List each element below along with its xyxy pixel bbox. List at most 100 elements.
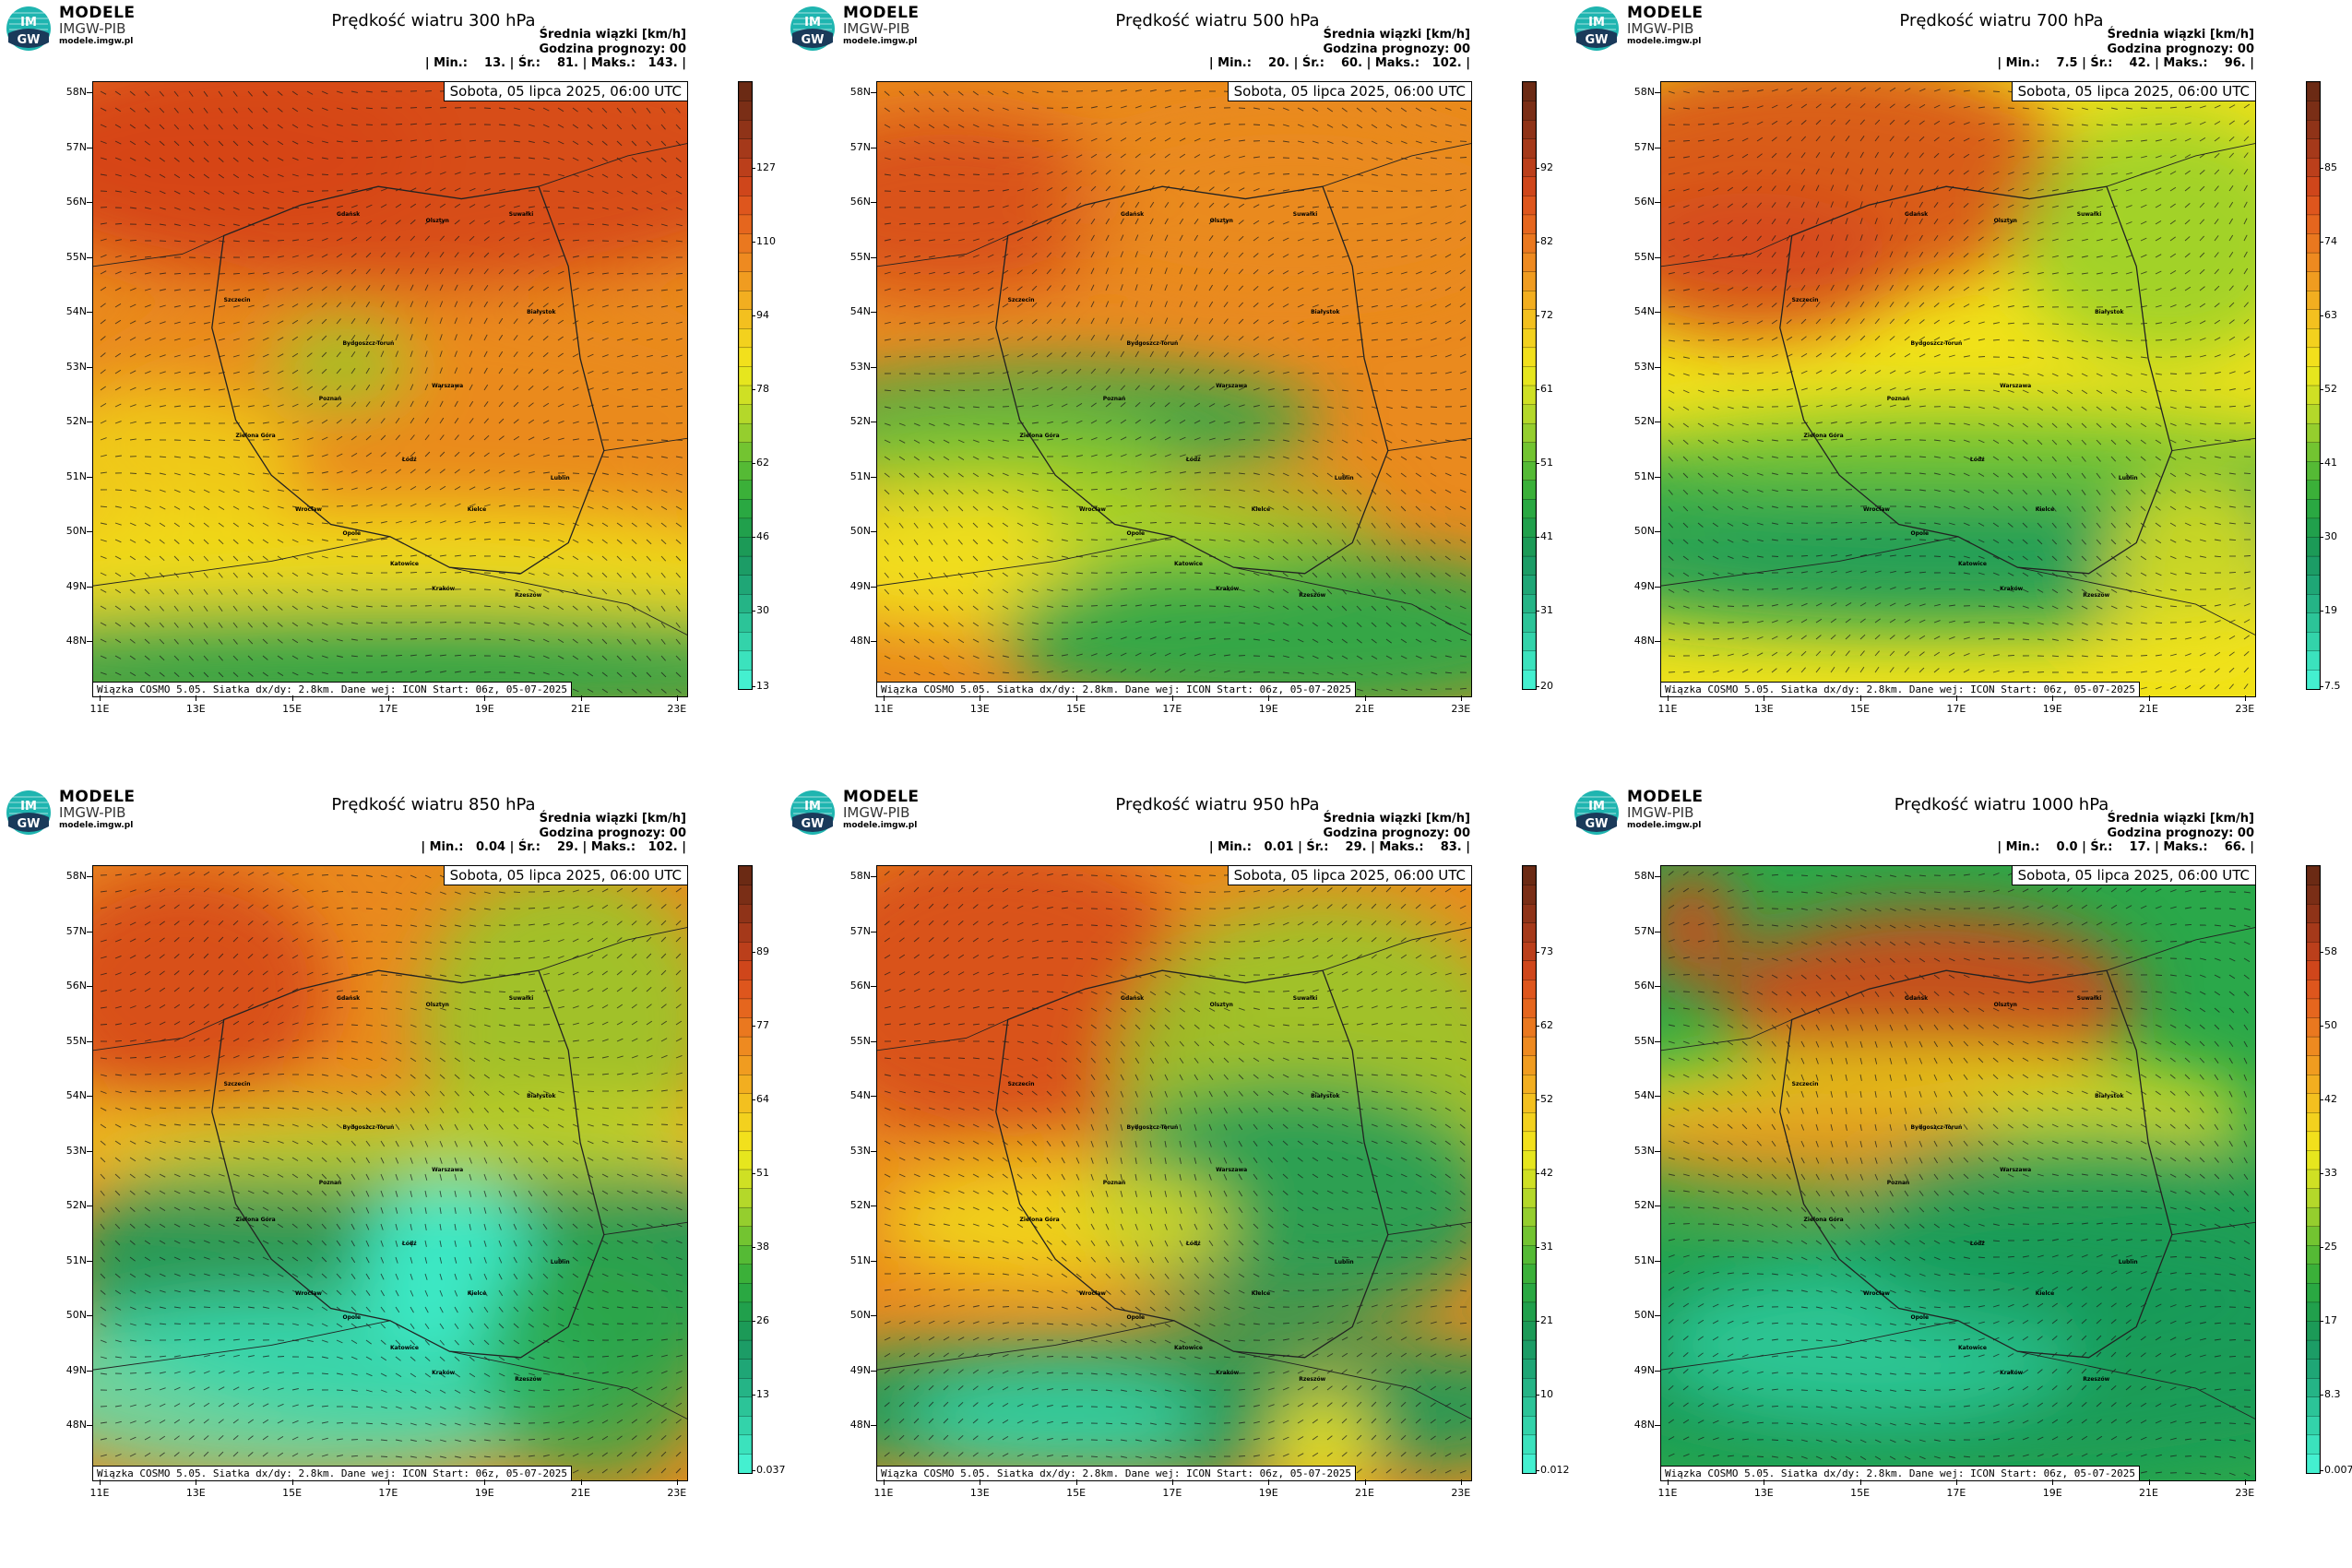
logo-text: MODELE IMGW-PIB modele.imgw.pl bbox=[843, 6, 920, 46]
colorbar-tick bbox=[1536, 389, 1539, 390]
poland-border bbox=[995, 185, 1389, 575]
forecast-panel: IM GW MODELE IMGW-PIB modele.imgw.pl Prędkość… bbox=[0, 0, 784, 784]
latitude-label: 55N bbox=[65, 1034, 87, 1047]
city-label: Poznań bbox=[1886, 1179, 1910, 1186]
wind-speed-map: Gdańsk Olsztyn Suwałki Białystok Szczecin Byd… bbox=[1660, 865, 2256, 1481]
latitude-tick bbox=[1655, 92, 1660, 93]
city-label: Bydgoszcz-Toruń bbox=[342, 339, 395, 347]
longitude-label: 21E bbox=[1355, 1487, 1374, 1499]
stats-values: | Min.: 20. | Śr.: 60. | Maks.: 102. | bbox=[1208, 56, 1470, 70]
city-label: Kielce bbox=[1251, 505, 1271, 513]
city-label: Białystok bbox=[2095, 1093, 2124, 1100]
colorbar-label: 13 bbox=[756, 1388, 769, 1400]
colorbar-label: 42 bbox=[2324, 1093, 2337, 1105]
latitude-label: 58N bbox=[849, 870, 871, 882]
latitude-tick bbox=[87, 1425, 92, 1426]
city-label: Suwałki bbox=[508, 210, 534, 218]
colorbar-label: 31 bbox=[1540, 604, 1553, 616]
latitude-tick bbox=[871, 1260, 876, 1262]
longitude-label: 15E bbox=[1066, 703, 1087, 715]
panel-title: Prędkość wiatru 1000 hPa bbox=[1894, 795, 2109, 814]
latitude-label: 55N bbox=[65, 250, 87, 263]
longitude-label: 23E bbox=[667, 703, 687, 715]
longitude-tick bbox=[580, 1479, 582, 1485]
model-info-footer: Wiązka COSMO 5.05. Siatka dx/dy: 2.8km. … bbox=[1661, 682, 2140, 696]
colorbar-label: 78 bbox=[756, 383, 769, 395]
panel-title: Prędkość wiatru 700 hPa bbox=[1899, 11, 2104, 30]
forecast-panel: IM GW MODELE IMGW-PIB modele.imgw.pl Prędkość… bbox=[0, 784, 786, 1568]
city-label: Rzeszów bbox=[515, 591, 542, 599]
wind-speed-map: Gdańsk Olsztyn Suwałki Białystok Szczecin Byd… bbox=[92, 81, 688, 697]
longitude-label: 17E bbox=[378, 1487, 398, 1499]
colorbar-tick bbox=[2320, 611, 2323, 612]
forecast-date: Sobota, 05 lipca 2025, 06:00 UTC bbox=[443, 866, 687, 885]
colorbar-tick bbox=[752, 1395, 755, 1396]
colorbar-label: 94 bbox=[756, 309, 769, 321]
city-label: Poznań bbox=[318, 1179, 342, 1186]
city-label: Zielona Góra bbox=[235, 1216, 276, 1223]
longitude-label: 15E bbox=[1850, 1487, 1871, 1499]
latitude-tick bbox=[871, 531, 876, 532]
logo-badge-text: IM bbox=[804, 16, 821, 30]
longitude-label: 11E bbox=[89, 1487, 110, 1499]
colorbar-label: 51 bbox=[1540, 457, 1553, 469]
city-label: Warszawa bbox=[432, 383, 464, 390]
colorbar-tick bbox=[2320, 389, 2323, 390]
colorbar-label: 17 bbox=[2324, 1314, 2337, 1326]
colorbar-label: 41 bbox=[2324, 457, 2337, 469]
latitude-tick bbox=[87, 1315, 92, 1316]
city-label: Gdańsk bbox=[337, 994, 361, 1002]
model-info-footer: Wiązka COSMO 5.05. Siatka dx/dy: 2.8km. … bbox=[93, 1466, 572, 1480]
latitude-label: 58N bbox=[849, 86, 871, 98]
latitude-label: 55N bbox=[1633, 1034, 1655, 1047]
latitude-label: 48N bbox=[1633, 635, 1655, 647]
colorbar-label: 50 bbox=[2324, 1019, 2337, 1031]
longitude-tick bbox=[1364, 695, 1366, 701]
longitude-tick bbox=[387, 695, 389, 701]
logo-badge-text: IM bbox=[20, 800, 37, 814]
latitude-label: 53N bbox=[849, 1144, 871, 1157]
colorbar-label: 46 bbox=[756, 530, 769, 542]
longitude-tick bbox=[580, 695, 582, 701]
stats-heading: Średnia wiązki [km/h] bbox=[539, 812, 686, 826]
panel-title: Prędkość wiatru 300 hPa bbox=[331, 11, 536, 30]
longitude-tick bbox=[2244, 1479, 2246, 1485]
logo-url: modele.imgw.pl bbox=[843, 37, 918, 46]
city-label: Białystok bbox=[1311, 309, 1340, 316]
city-label: Kielce bbox=[2035, 505, 2055, 513]
city-label: Bydgoszcz-Toruń bbox=[1910, 1123, 1963, 1131]
longitude-label: 19E bbox=[2042, 1487, 2062, 1499]
model-info-footer: Wiązka COSMO 5.05. Siatka dx/dy: 2.8km. … bbox=[93, 682, 572, 696]
colorbar-tick bbox=[752, 537, 755, 538]
stats-values: | Min.: 0.04 | Śr.: 29. | Maks.: 102. | bbox=[421, 840, 686, 854]
latitude-tick bbox=[87, 202, 92, 203]
colorbar-label: 52 bbox=[2324, 383, 2337, 395]
city-label: Poznań bbox=[1102, 1179, 1126, 1186]
latitude-label: 50N bbox=[849, 1309, 871, 1321]
longitude-label: 21E bbox=[571, 703, 590, 715]
colorbar-tick bbox=[2320, 952, 2323, 953]
city-label: Suwałki bbox=[2076, 994, 2102, 1002]
city-label: Lublin bbox=[2118, 475, 2138, 482]
latitude-tick bbox=[871, 1425, 876, 1426]
longitude-label: 17E bbox=[1162, 1487, 1182, 1499]
longitude-label: 15E bbox=[282, 703, 303, 715]
imgw-logo: IM GW bbox=[6, 6, 52, 52]
colorbar-tick bbox=[752, 1470, 755, 1471]
latitude-label: 52N bbox=[1633, 1199, 1655, 1211]
city-label: Poznań bbox=[318, 395, 342, 402]
city-label: Zielona Góra bbox=[235, 432, 276, 439]
latitude-label: 50N bbox=[849, 525, 871, 537]
latitude-label: 54N bbox=[849, 305, 871, 317]
longitude-tick bbox=[1955, 695, 1957, 701]
stats-values: | Min.: 0.01 | Śr.: 29. | Maks.: 83. | bbox=[1208, 840, 1470, 854]
city-label: Gdańsk bbox=[1121, 994, 1145, 1002]
logo-subtitle: IMGW-PIB bbox=[1627, 804, 1694, 821]
forecast-date: Sobota, 05 lipca 2025, 06:00 UTC bbox=[1227, 866, 1471, 885]
city-label: Wrocław bbox=[1078, 505, 1106, 513]
colorbar-label: 127 bbox=[756, 161, 776, 173]
forecast-date: Sobota, 05 lipca 2025, 06:00 UTC bbox=[2011, 866, 2255, 885]
latitude-tick bbox=[87, 1260, 92, 1262]
colorbar-tick bbox=[2320, 537, 2323, 538]
colorbar-label: 19 bbox=[2324, 604, 2337, 616]
